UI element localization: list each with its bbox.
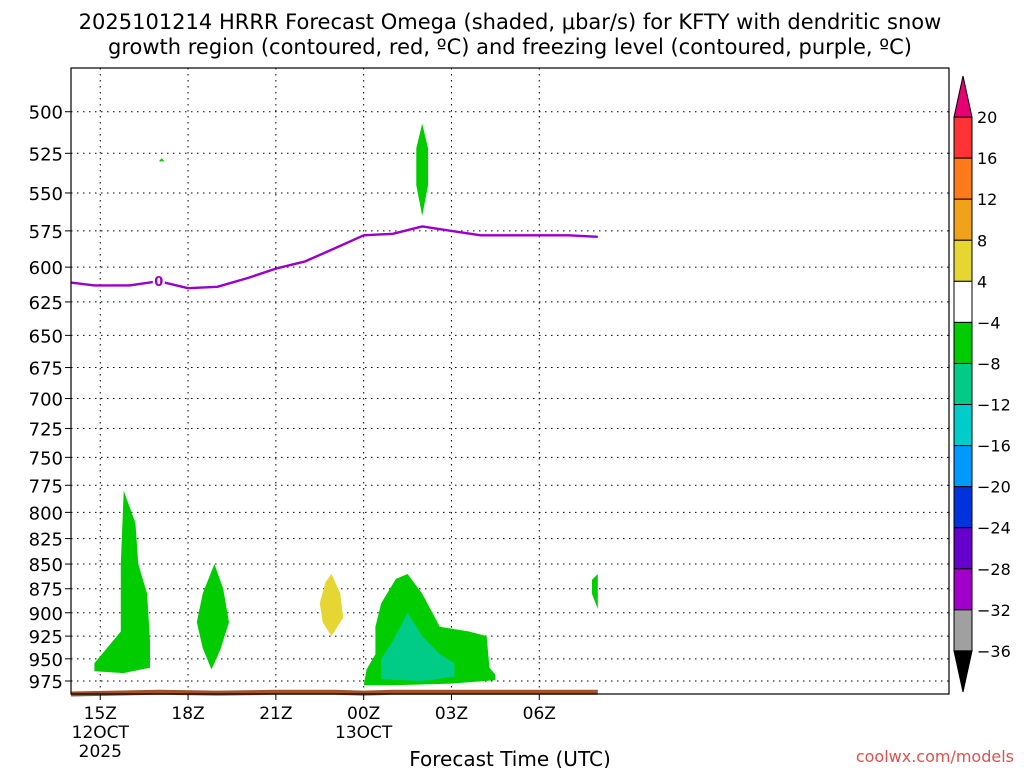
y-tick-label: 725 (29, 419, 63, 440)
y-tick-label: 575 (29, 222, 63, 243)
y-tick-label: 800 (29, 503, 63, 524)
x-tick-label: 21Z (259, 704, 292, 724)
watermark: coolwx.com/models (856, 747, 1014, 766)
colorbar-label: −20 (977, 478, 1011, 497)
omega-region (158, 158, 165, 162)
colorbar-label: 20 (977, 108, 997, 127)
freezing-level-label-bg (152, 273, 165, 289)
colorbar-label: −8 (977, 354, 1001, 373)
x-axis-label: Forecast Time (UTC) (409, 747, 611, 768)
chart-title-line1: 2025101214 HRRR Forecast Omega (shaded, … (79, 10, 942, 34)
y-tick-label: 500 (29, 103, 63, 124)
surface-line (70, 689, 598, 697)
omega-region (94, 490, 150, 674)
y-tick-label: 750 (29, 448, 63, 469)
colorbar-cell (953, 239, 973, 282)
colorbar: 20 16 12 8 4 −4 −8 −12 −16 −20 −24 −28 −32 −36 (953, 75, 1011, 693)
colorbar-cell (953, 198, 973, 241)
y-tick-label: 700 (29, 390, 63, 411)
x-tick-label: 06Z (523, 704, 556, 724)
colorbar-cell (953, 321, 973, 364)
x-tick-label: 00Z (347, 704, 380, 724)
y-tick-label: 975 (29, 672, 63, 693)
colorbar-label: 12 (977, 190, 997, 209)
colorbar-cell (953, 362, 973, 406)
freezing-level-line (70, 225, 598, 290)
plot-area: 0 500 525 550 575 600 625 650 675 700 725 750 775 80… (29, 67, 950, 762)
omega-region (416, 123, 429, 216)
colorbar-label: −4 (977, 313, 1001, 332)
y-tick-label: 825 (29, 530, 63, 551)
contour-lines: 0 (70, 225, 598, 697)
y-tick-label: 775 (29, 476, 63, 497)
colorbar-label: −28 (977, 560, 1011, 579)
omega-region (319, 574, 344, 637)
colorbar-cell (953, 116, 973, 159)
colorbar-label: 16 (977, 149, 997, 168)
colorbar-label: −24 (977, 519, 1011, 538)
colorbar-cell (953, 568, 973, 611)
x-tick-label: 03Z (435, 704, 468, 724)
omega-region (591, 574, 598, 609)
plot-frame (70, 67, 950, 695)
x-tick-label: 13OCT (335, 723, 393, 743)
omega-region (381, 612, 455, 681)
y-tick-label: 525 (29, 144, 63, 165)
omega-region (196, 564, 229, 670)
freezing-level-label: 0 (154, 275, 163, 290)
y-tick-label: 600 (29, 258, 63, 279)
y-tick-label: 625 (29, 293, 63, 314)
colorbar-cell (953, 609, 973, 652)
chart-title-line2: growth region (contoured, red, ºC) and f… (108, 35, 912, 59)
colorbar-cell (953, 280, 973, 323)
y-tick-label: 675 (29, 359, 63, 380)
colorbar-label: −12 (977, 396, 1011, 415)
colorbar-cell (953, 404, 973, 447)
colorbar-label: −32 (977, 601, 1011, 620)
x-tick-label: 2025 (79, 742, 122, 762)
y-tick-label: 875 (29, 580, 63, 601)
colorbar-label: −36 (977, 642, 1011, 661)
y-tick-label: 550 (29, 184, 63, 205)
y-tick-label: 925 (29, 627, 63, 648)
x-tick-label: 18Z (171, 704, 204, 724)
colorbar-cell (953, 157, 973, 200)
y-tick-label: 850 (29, 555, 63, 576)
y-tick-label: 650 (29, 326, 63, 347)
colorbar-label: 4 (977, 272, 987, 291)
y-tick-label: 950 (29, 650, 63, 671)
colorbar-cell (953, 650, 973, 693)
y-axis-ticks: 500 525 550 575 600 625 650 675 700 725 750 775 800 8… (29, 103, 71, 693)
y-tick-label: 900 (29, 604, 63, 625)
colorbar-cell (953, 75, 973, 118)
x-tick-label: 15Z (84, 704, 117, 724)
colorbar-cell (953, 445, 973, 488)
omega-shading (94, 123, 598, 686)
x-tick-label: 12OCT (72, 723, 130, 743)
colorbar-label: −16 (977, 437, 1011, 456)
grid-lines (71, 68, 949, 694)
colorbar-cell (953, 527, 973, 570)
colorbar-label: 8 (977, 231, 987, 250)
colorbar-cell (953, 486, 973, 529)
